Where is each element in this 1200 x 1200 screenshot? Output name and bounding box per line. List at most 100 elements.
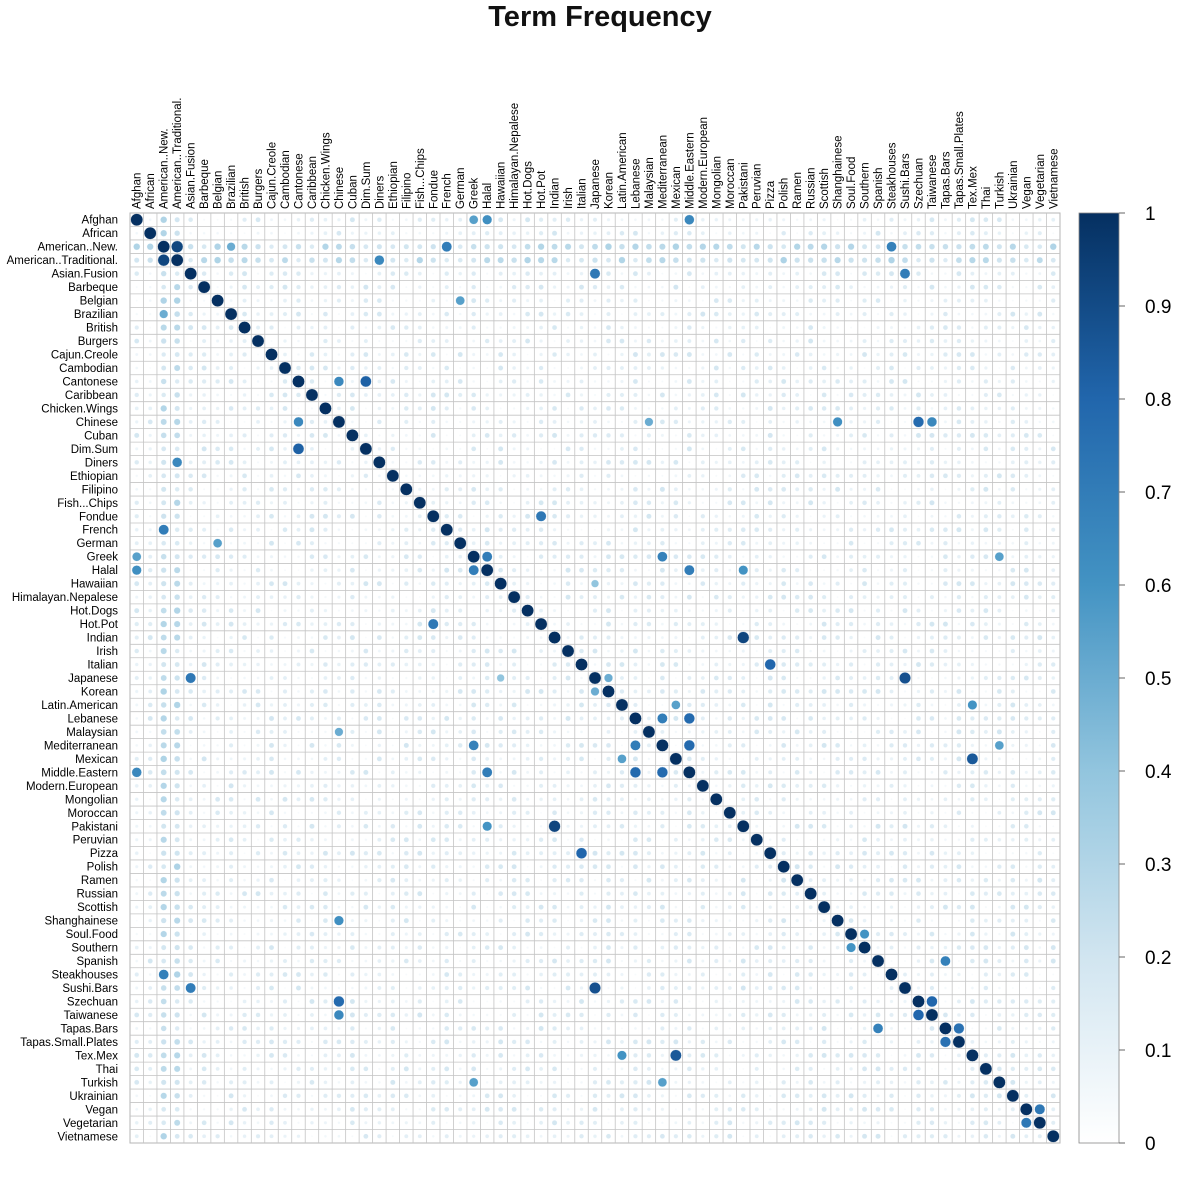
matrix-cell-circle bbox=[364, 757, 368, 761]
matrix-cell-circle bbox=[821, 742, 827, 749]
matrix-cell-circle bbox=[134, 864, 139, 869]
matrix-cell-circle bbox=[539, 487, 543, 492]
matrix-cell-circle bbox=[917, 312, 920, 316]
matrix-cell-circle bbox=[983, 769, 989, 775]
matrix-cell-circle bbox=[323, 931, 328, 937]
matrix-cell-circle bbox=[228, 810, 234, 816]
matrix-cell-circle bbox=[768, 824, 772, 828]
matrix-cell-circle bbox=[174, 1011, 181, 1018]
matrix-cell-circle bbox=[673, 459, 679, 466]
matrix-cell-circle bbox=[430, 1039, 436, 1045]
matrix-cell-circle bbox=[418, 447, 422, 451]
matrix-cell-circle bbox=[498, 513, 504, 519]
matrix-cell-circle bbox=[270, 609, 273, 612]
matrix-cell-circle bbox=[309, 904, 315, 910]
matrix-cell-circle bbox=[160, 674, 168, 682]
matrix-cell-circle bbox=[902, 554, 908, 559]
matrix-cell-circle bbox=[957, 797, 961, 802]
matrix-cell-circle bbox=[133, 243, 141, 251]
matrix-cell-circle bbox=[457, 742, 463, 749]
matrix-cell-circle bbox=[579, 891, 585, 897]
matrix-cell-circle bbox=[862, 1080, 867, 1085]
matrix-cell-circle bbox=[565, 702, 571, 708]
matrix-cell-circle bbox=[1037, 675, 1043, 681]
matrix-cell-circle bbox=[1024, 891, 1029, 896]
matrix-cell-circle bbox=[592, 716, 598, 721]
matrix-cell-circle bbox=[997, 594, 1002, 600]
matrix-cell-circle bbox=[256, 460, 260, 464]
matrix-cell-circle bbox=[794, 284, 800, 290]
matrix-cell-circle bbox=[929, 661, 935, 668]
matrix-cell-circle bbox=[187, 904, 194, 910]
matrix-cell-circle bbox=[875, 823, 881, 830]
row-label: Malaysian bbox=[66, 727, 118, 739]
matrix-cell-circle bbox=[647, 662, 651, 667]
matrix-cell-circle bbox=[566, 231, 570, 236]
matrix-cell-circle bbox=[201, 459, 207, 465]
matrix-cell-circle bbox=[242, 972, 247, 977]
matrix-cell-circle bbox=[498, 298, 503, 303]
matrix-cell-circle bbox=[363, 1039, 369, 1045]
matrix-cell-circle bbox=[511, 243, 517, 250]
matrix-cell-circle bbox=[943, 379, 948, 384]
matrix-cell-circle bbox=[404, 285, 408, 289]
matrix-cell-circle bbox=[160, 567, 167, 574]
matrix-cell-circle bbox=[538, 850, 544, 856]
matrix-cell-circle bbox=[876, 325, 881, 330]
matrix-cell-circle bbox=[902, 729, 908, 735]
matrix-cell-circle bbox=[1050, 877, 1056, 883]
matrix-cell-circle bbox=[242, 351, 248, 358]
matrix-cell-circle bbox=[349, 729, 355, 735]
matrix-cell-circle bbox=[485, 392, 490, 398]
matrix-cell-circle bbox=[888, 270, 895, 277]
matrix-cell-circle bbox=[309, 662, 314, 667]
matrix-cell-circle bbox=[701, 743, 705, 748]
matrix-cell-circle bbox=[794, 1039, 800, 1045]
matrix-cell-circle bbox=[363, 864, 369, 869]
matrix-cell-circle bbox=[861, 890, 868, 897]
matrix-cell-circle bbox=[1010, 271, 1016, 276]
matrix-cell-circle bbox=[295, 621, 302, 627]
matrix-cell-circle bbox=[713, 338, 720, 344]
matrix-cell-circle bbox=[862, 905, 867, 909]
matrix-cell-circle bbox=[255, 971, 261, 978]
matrix-cell-circle bbox=[471, 985, 476, 991]
matrix-cell-circle bbox=[471, 958, 477, 964]
matrix-cell-circle bbox=[148, 433, 153, 438]
matrix-cell-circle bbox=[835, 527, 840, 532]
matrix-cell-circle bbox=[269, 675, 274, 681]
matrix-cell-circle bbox=[390, 595, 395, 600]
matrix-cell-circle bbox=[485, 1080, 489, 1084]
matrix-cell-circle bbox=[593, 1026, 597, 1031]
matrix-cell-circle bbox=[255, 1107, 261, 1112]
matrix-cell-circle bbox=[269, 311, 274, 317]
matrix-cell-circle bbox=[1024, 487, 1028, 491]
matrix-cell-circle bbox=[269, 1012, 274, 1018]
matrix-cell-circle bbox=[728, 393, 732, 397]
matrix-cell-circle bbox=[255, 527, 261, 533]
matrix-cell-circle bbox=[323, 271, 328, 276]
matrix-cell-circle bbox=[835, 621, 841, 627]
matrix-cell-circle bbox=[741, 864, 746, 869]
matrix-cell-circle bbox=[201, 554, 207, 560]
matrix-cell-circle bbox=[903, 446, 907, 451]
matrix-cell-circle bbox=[633, 433, 637, 437]
matrix-cell-circle bbox=[657, 713, 668, 724]
matrix-cell-circle bbox=[282, 1093, 288, 1099]
matrix-cell-circle bbox=[781, 365, 786, 371]
matrix-cell-circle bbox=[849, 1080, 853, 1084]
matrix-cell-circle bbox=[903, 945, 907, 950]
matrix-cell-circle bbox=[619, 715, 625, 721]
matrix-cell-circle bbox=[269, 1079, 274, 1085]
matrix-cell-circle bbox=[350, 608, 355, 613]
matrix-cell-circle bbox=[336, 877, 342, 883]
matrix-cell-circle bbox=[363, 580, 369, 587]
matrix-cell-circle bbox=[862, 864, 867, 870]
matrix-cell-circle bbox=[903, 905, 907, 909]
matrix-cell-circle bbox=[646, 338, 652, 344]
matrix-cell-circle bbox=[943, 838, 948, 842]
matrix-cell-circle bbox=[444, 1079, 450, 1085]
matrix-cell-circle bbox=[686, 675, 692, 681]
matrix-cell-circle bbox=[890, 501, 894, 505]
matrix-cell-circle bbox=[241, 311, 248, 317]
